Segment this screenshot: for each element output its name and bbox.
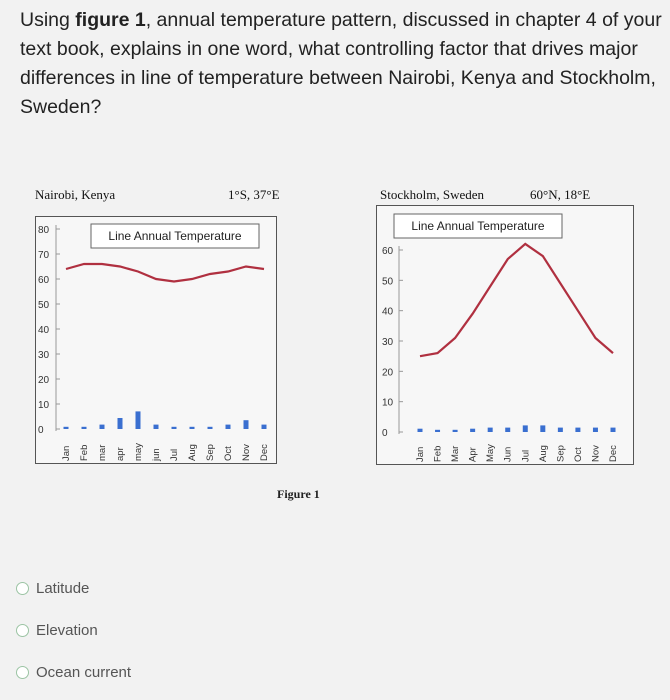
precip-bar	[63, 426, 69, 429]
legend-box	[393, 213, 563, 239]
option-latitude[interactable]: Latitude	[16, 580, 89, 597]
month-label: Aug	[538, 445, 549, 462]
month-label: Apr	[468, 447, 479, 462]
precip-bar	[417, 428, 423, 432]
question-part1: Using	[20, 9, 76, 31]
nairobi-coords: 1°S, 37°E	[228, 187, 280, 202]
option-label: Ocean current	[36, 664, 132, 681]
question-text: Using figure 1, annual temperature patte…	[20, 6, 670, 122]
stockholm-chart: 0 10 20 30 40 50 60 Jan Feb Mar Apr May Jun Jul Aug Sep…	[382, 213, 619, 462]
radio-circle-icon[interactable]	[16, 624, 29, 637]
nairobi-title: Nairobi, Kenya	[35, 187, 116, 202]
y-tick-label: 0	[38, 425, 44, 436]
month-label: Jun	[503, 447, 514, 462]
nairobi-chart: 0 10 20 30 40 50 60 70 80 Jan Feb mar apr may jun Jul Au…	[38, 223, 270, 462]
stockholm-coords: 60°N, 18°E	[530, 187, 591, 202]
precip-bar	[452, 429, 458, 432]
y-tick-label: 70	[38, 250, 50, 261]
y-tick-label: 40	[38, 325, 50, 336]
month-label: Dec	[259, 444, 270, 461]
y-tick-label: 60	[38, 275, 50, 286]
precip-bar	[207, 426, 213, 429]
legend-label: Line Annual Temperature	[411, 219, 545, 233]
month-label: Jul	[169, 449, 180, 461]
y-tick-label: 30	[382, 337, 394, 348]
precip-bar	[575, 427, 581, 432]
precip-bar	[261, 424, 267, 429]
month-label: Dec	[608, 445, 619, 462]
y-tick-label: 10	[382, 398, 394, 409]
precip-bar	[435, 429, 441, 432]
month-label: Nov	[241, 444, 252, 461]
nairobi-chart-frame: 0 10 20 30 40 50 60 70 80 Jan Feb mar apr may jun Jul Au…	[35, 216, 277, 464]
y-tick-label: 50	[382, 276, 394, 287]
month-label: May	[485, 444, 496, 462]
option-label: Latitude	[36, 580, 90, 597]
month-label: Oct	[223, 446, 234, 461]
precip-bar	[225, 424, 231, 429]
month-label: Jul	[520, 450, 531, 462]
option-elevation[interactable]: Elevation	[16, 622, 98, 639]
figure-1: Nairobi, Kenya 1°S, 37°E 0 10 20 30 40 50 60 70…	[0, 178, 670, 518]
month-label: may	[133, 443, 144, 461]
option-ocean-current[interactable]: Ocean current	[16, 664, 131, 681]
month-label: mar	[97, 445, 108, 461]
month-label: Nov	[590, 445, 601, 462]
radio-circle-icon[interactable]	[16, 666, 29, 679]
figure-caption: Figure 1	[277, 487, 320, 501]
month-label: Feb	[79, 445, 90, 461]
month-label: Feb	[433, 446, 444, 462]
month-label: Mar	[450, 446, 461, 462]
y-tick-label: 80	[38, 225, 50, 236]
month-label: jun	[151, 448, 162, 462]
month-label: Oct	[573, 447, 584, 462]
temperature-line	[419, 242, 614, 358]
option-label: Elevation	[36, 622, 98, 639]
precip-bar	[487, 427, 493, 432]
y-tick-label: 50	[38, 300, 50, 311]
precip-bar	[470, 428, 476, 432]
precip-bar	[135, 411, 141, 429]
month-label: Jan	[61, 446, 72, 461]
legend-label: Line Annual Temperature	[108, 229, 242, 243]
stockholm-title: Stockholm, Sweden	[380, 187, 484, 202]
temperature-line	[65, 262, 265, 283]
y-tick-label: 60	[382, 246, 394, 257]
precip-bar	[171, 426, 177, 429]
month-label: apr	[115, 447, 126, 461]
precip-bar	[505, 427, 511, 432]
month-label: Jan	[415, 447, 426, 462]
legend-box	[90, 223, 260, 249]
precip-bar	[243, 420, 249, 429]
question-figure-ref: figure 1	[75, 9, 146, 31]
month-label: Sep	[555, 445, 566, 462]
precip-bar	[189, 426, 195, 429]
precip-bar	[557, 427, 563, 432]
precip-bar	[522, 425, 528, 432]
y-tick-label: 30	[38, 350, 50, 361]
y-tick-label: 10	[38, 400, 50, 411]
precip-bar	[117, 418, 123, 429]
precip-bar	[99, 424, 105, 429]
y-tick-label: 40	[382, 307, 394, 318]
precip-bar	[153, 424, 159, 429]
y-tick-label: 0	[382, 428, 388, 439]
month-label: Aug	[187, 444, 198, 461]
radio-circle-icon[interactable]	[16, 582, 29, 595]
precip-bar	[592, 427, 598, 432]
precip-bar	[81, 426, 87, 429]
precip-bar	[540, 425, 546, 432]
y-tick-label: 20	[382, 367, 394, 378]
precip-bar	[610, 427, 616, 432]
month-label: Sep	[205, 444, 216, 461]
y-tick-label: 20	[38, 375, 50, 386]
question-part2: , annual temperature pattern, discussed …	[20, 9, 662, 118]
stockholm-chart-frame: 0 10 20 30 40 50 60 Jan Feb Mar Apr May Jun Jul Aug Sep…	[376, 205, 634, 465]
